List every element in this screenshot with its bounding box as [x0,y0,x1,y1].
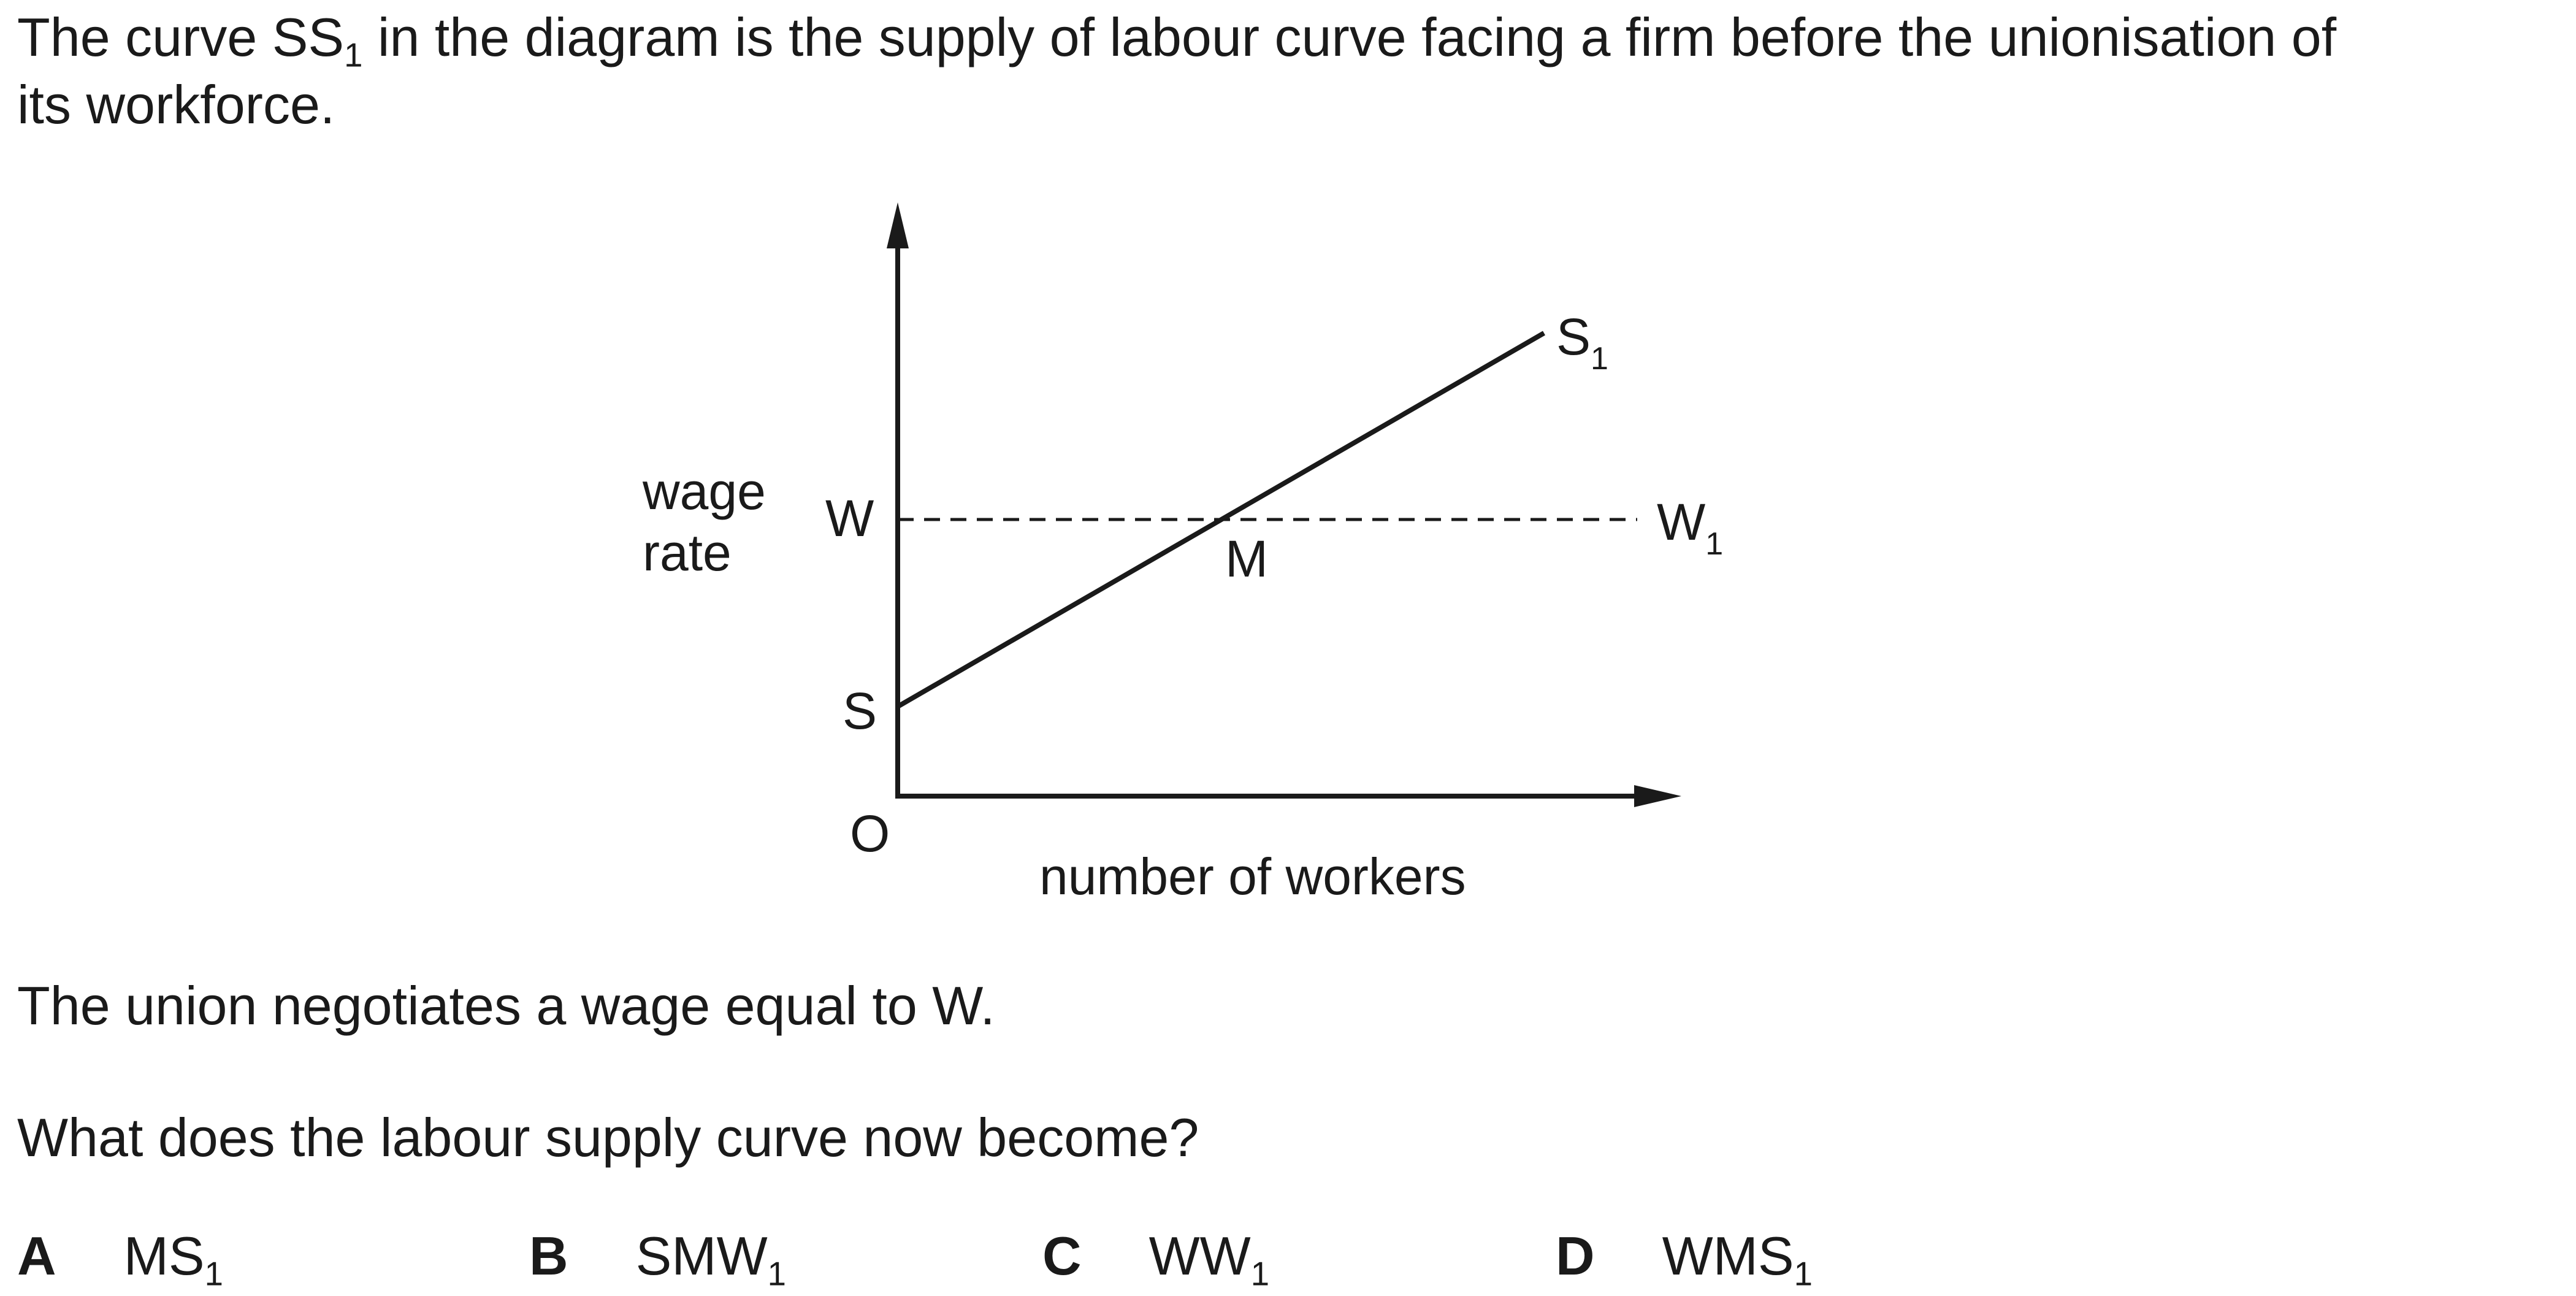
option-text-main: MS [123,1225,205,1286]
option-text-main: SMW [635,1225,768,1286]
stem-line-2: its workforce. [17,74,335,135]
option-c[interactable]: C WW1 [1042,1222,1269,1290]
w1-main: W [1657,493,1705,551]
x-axis-arrowhead [1634,785,1681,807]
stem-line-1: The curve SS1 in the diagram is the supp… [17,4,2531,74]
s1-subscript: 1 [1591,341,1608,377]
question-stem: The curve SS1 in the diagram is the supp… [17,4,2531,139]
option-d[interactable]: D WMS1 [1556,1222,1813,1290]
stem-text-part-2: in the diagram is the supply of labour c… [362,7,2337,67]
origin-label: O [850,805,890,862]
point-w-label: W [825,489,874,547]
option-b[interactable]: B SMW1 [529,1222,786,1290]
option-text: WW1 [1149,1222,1269,1290]
stem-text-part-1: The curve SS [17,7,345,67]
point-m-label: M [1225,530,1268,588]
y-axis-label-line1: wage [642,462,766,520]
option-letter: B [529,1225,568,1286]
point-s-label: S [843,682,877,740]
stem-subscript: 1 [344,36,363,74]
s1-main: S [1556,308,1591,366]
option-text-main: WW [1148,1225,1251,1286]
option-subscript: 1 [1250,1255,1270,1293]
option-a[interactable]: A MS1 [17,1222,223,1290]
option-subscript: 1 [204,1255,223,1293]
wage-line-end-label-w1: W1 [1657,493,1723,562]
curve-end-label-s1: S1 [1556,308,1608,377]
option-letter: C [1042,1225,1082,1286]
option-text: MS1 [124,1222,223,1290]
option-text: SMW1 [636,1222,786,1290]
option-text: WMS1 [1662,1222,1813,1290]
y-axis-label-line2: rate [643,524,732,581]
option-text-main: WMS [1662,1225,1794,1286]
option-letter: A [17,1225,56,1286]
supply-curve-ss1 [896,331,1546,709]
option-subscript: 1 [767,1255,786,1293]
option-subscript: 1 [1794,1255,1813,1293]
y-axis-arrowhead [887,202,909,248]
option-letter: D [1556,1225,1595,1286]
question-prompt: What does the labour supply curve now be… [17,1107,1199,1168]
union-statement: The union negotiates a wage equal to W. [17,975,995,1036]
w1-subscript: 1 [1705,526,1723,562]
labour-supply-diagram: wage rate W S O M S1 W1 number of worker… [642,202,1723,905]
x-axis-label: number of workers [1039,848,1466,905]
